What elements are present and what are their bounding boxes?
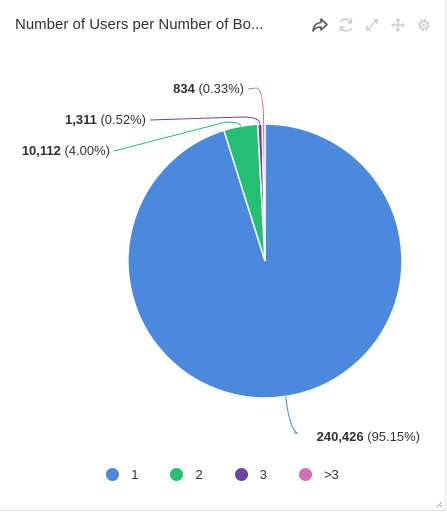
resize-handle-icon[interactable] <box>435 500 443 508</box>
move-button[interactable] <box>387 14 409 36</box>
data-label-1: 240,426 (95.15%) <box>317 429 420 444</box>
chart-area: 240,426 (95.15%) 10,112 (4.00%) 1,311 (0.5… <box>0 52 445 452</box>
legend-swatch <box>299 468 312 481</box>
expand-button[interactable] <box>361 14 383 36</box>
widget-toolbar <box>305 14 435 36</box>
settings-button[interactable] <box>413 14 435 36</box>
widget-header: Number of Users per Number of Bo... <box>0 0 445 52</box>
legend-swatch <box>106 468 119 481</box>
refresh-button[interactable] <box>335 14 357 36</box>
chart-legend: 1 2 3 >3 <box>0 462 445 486</box>
legend-label: 1 <box>131 467 138 482</box>
share-button[interactable] <box>309 14 331 36</box>
settings-icon <box>416 17 432 33</box>
legend-label: 2 <box>195 467 202 482</box>
refresh-icon <box>337 16 355 34</box>
legend-label: >3 <box>324 467 339 482</box>
legend-item-2[interactable]: 2 <box>170 467 202 482</box>
leader-line-1 <box>286 396 297 433</box>
leader-line-3 <box>150 117 260 124</box>
data-label-3: 1,311 (0.52%) <box>65 112 146 127</box>
share-icon <box>310 15 330 35</box>
legend-item-gt3[interactable]: >3 <box>299 467 339 482</box>
move-icon <box>390 17 406 33</box>
legend-swatch <box>170 468 183 481</box>
legend-item-1[interactable]: 1 <box>106 467 138 482</box>
legend-item-3[interactable]: 3 <box>235 467 267 482</box>
legend-label: 3 <box>260 467 267 482</box>
data-label-2: 10,112 (4.00%) <box>22 143 110 158</box>
data-label-gt3: 834 (0.33%) <box>173 81 244 96</box>
widget-title: Number of Users per Number of Bo... <box>15 16 263 33</box>
expand-icon <box>364 17 380 33</box>
legend-swatch <box>235 468 248 481</box>
pie-chart: 240,426 (95.15%) 10,112 (4.00%) 1,311 (0.5… <box>0 52 445 452</box>
